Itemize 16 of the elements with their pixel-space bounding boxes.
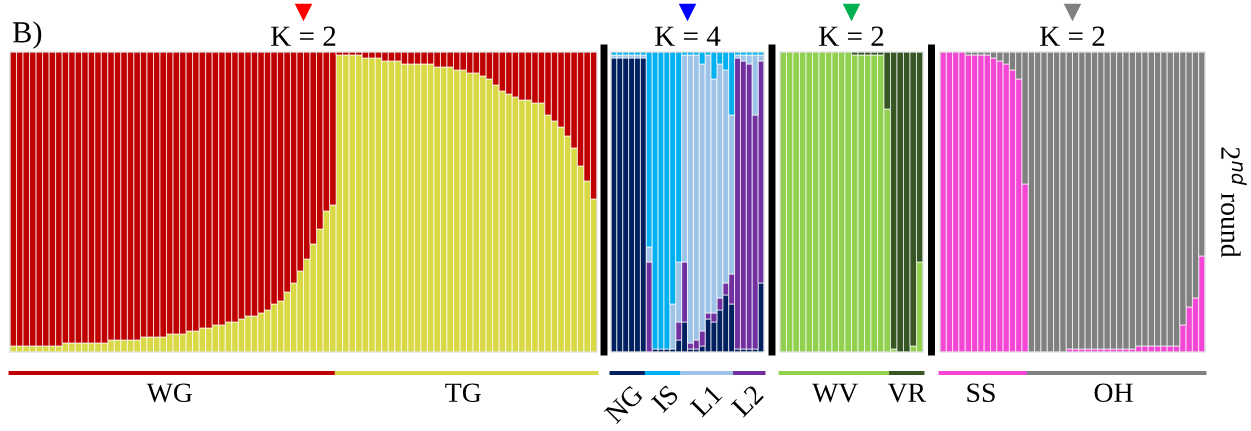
- text: B): [12, 21, 42, 49]
- x-tick-label: TG: [445, 383, 481, 403]
- chart-title: K = 4: [655, 26, 721, 46]
- chart-title: K = 2: [271, 26, 336, 46]
- x-tick-label: VR: [887, 383, 926, 403]
- x-tick-label: OH: [1094, 383, 1133, 403]
- x-tick-label: IS: [650, 384, 680, 414]
- y2-axis-title: 2$^{nd}$ round: [1221, 147, 1247, 258]
- x-tick-label: WV: [812, 383, 859, 403]
- chart-title: K = 2: [1040, 26, 1105, 46]
- x-tick-label: SS: [967, 383, 995, 403]
- chart-title: K = 2: [819, 26, 884, 46]
- x-tick-label: L2: [730, 384, 764, 418]
- x-tick-label: WG: [146, 383, 193, 403]
- x-tick-label: NG: [603, 383, 645, 425]
- x-tick-label: L1: [689, 384, 723, 418]
